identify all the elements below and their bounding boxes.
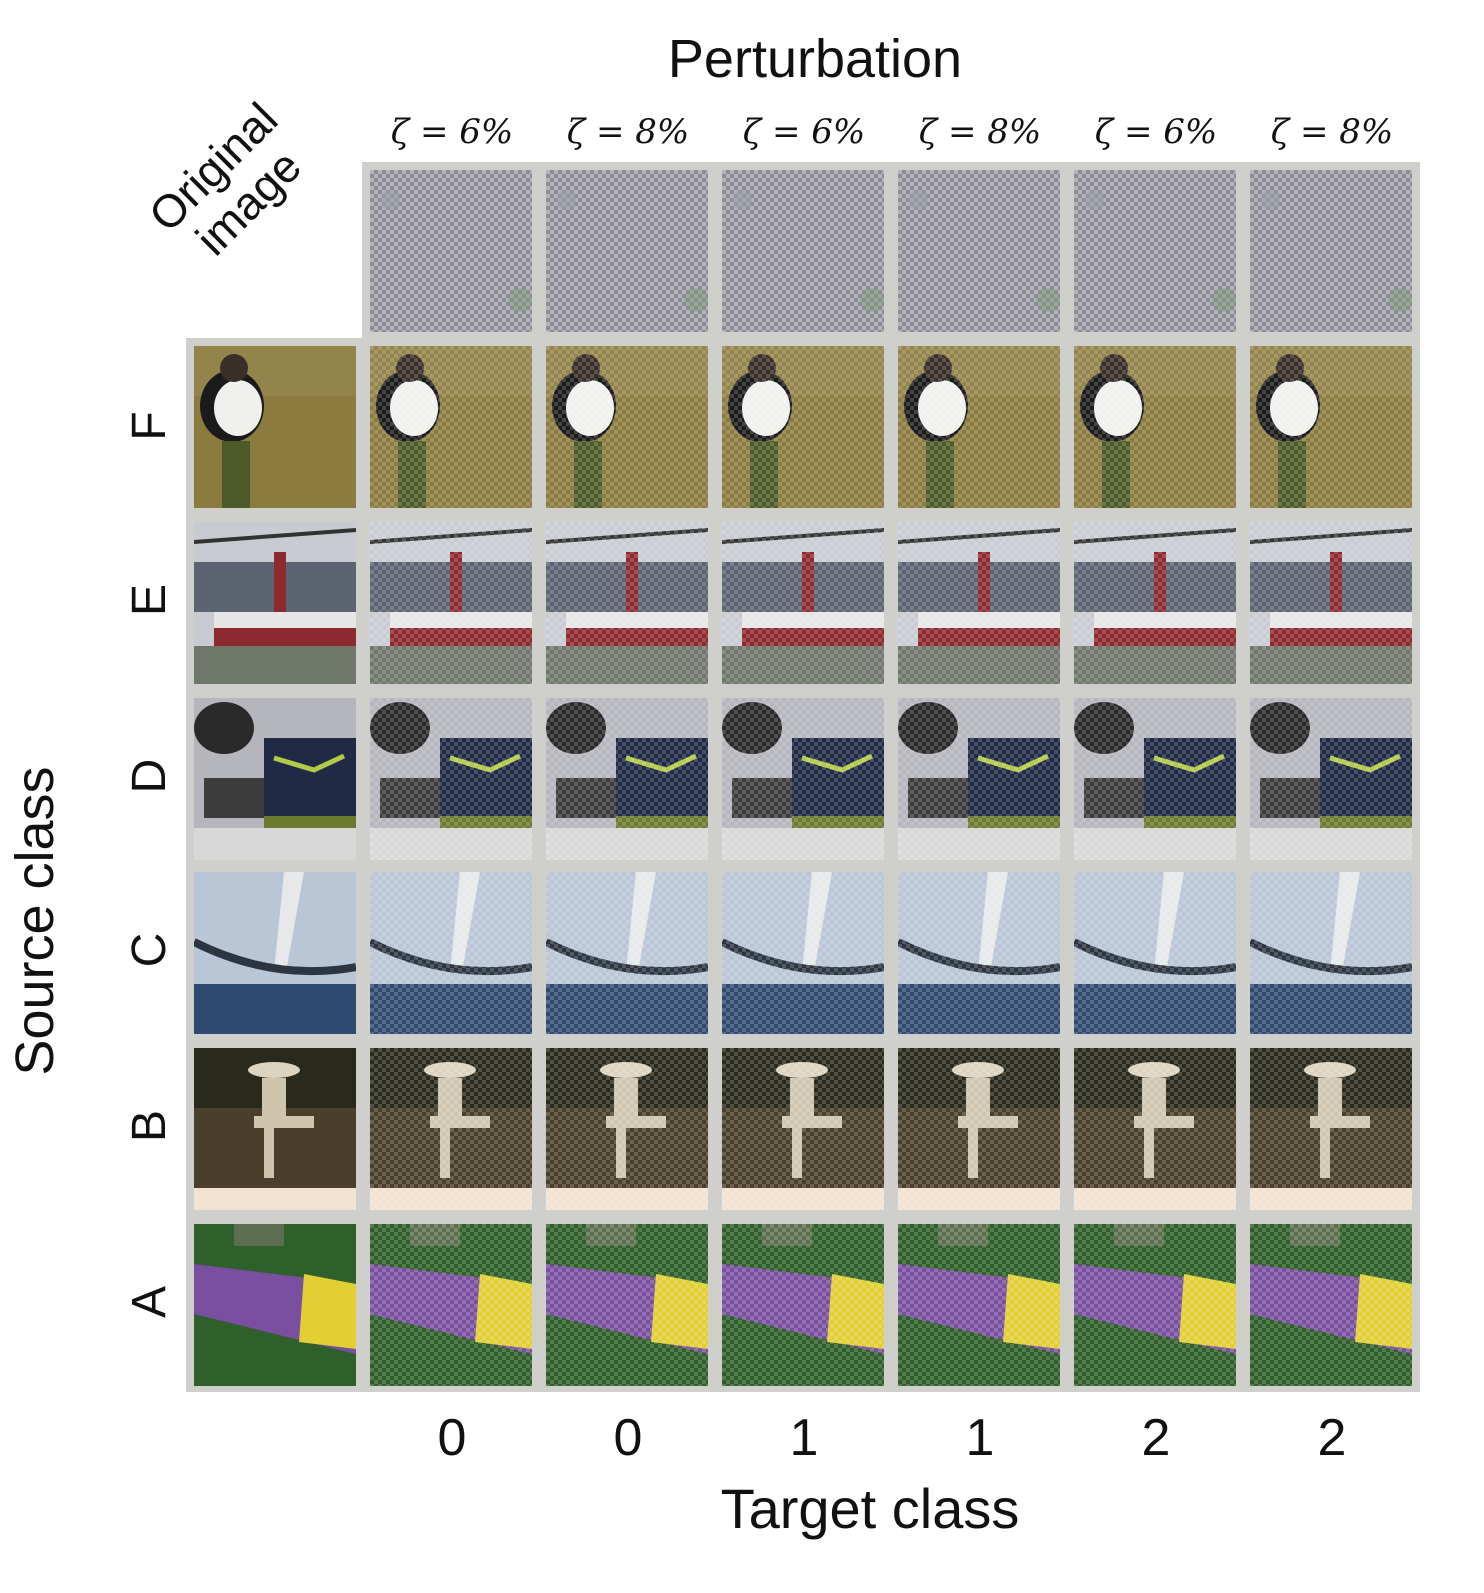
target-class-5: 2 <box>1141 1409 1171 1467</box>
original-image-d <box>194 698 356 860</box>
perturbed-image-f-4 <box>898 346 1060 508</box>
perturbed-image-a-5 <box>1074 1224 1236 1386</box>
original-image-a <box>194 1224 356 1386</box>
zeta-label-6: ζ = 8% <box>1270 112 1394 152</box>
perturbed-image-e-3 <box>722 522 884 684</box>
perturbed-image-e-2 <box>546 522 708 684</box>
perturbed-image-b-3 <box>722 1048 884 1210</box>
row-label-d: D <box>123 758 176 794</box>
perturbed-image-c-5 <box>1074 872 1236 1034</box>
row-label-b: B <box>123 1110 176 1143</box>
zeta-label-5: ζ = 6% <box>1094 112 1218 152</box>
target-class-3: 1 <box>789 1409 819 1467</box>
perturbed-image-b-2 <box>546 1048 708 1210</box>
perturbation-tile-4 <box>898 170 1060 332</box>
perturbed-image-f-3 <box>722 346 884 508</box>
perturbed-image-f-6 <box>1250 346 1412 508</box>
target-class-1: 0 <box>437 1409 467 1467</box>
perturbed-image-b-6 <box>1250 1048 1412 1210</box>
zeta-label-4: ζ = 8% <box>918 112 1042 152</box>
perturbed-image-b-1 <box>370 1048 532 1210</box>
perturbed-image-d-1 <box>370 698 532 860</box>
target-class-6: 2 <box>1317 1409 1347 1467</box>
perturbed-image-a-1 <box>370 1224 532 1386</box>
perturbed-image-d-3 <box>722 698 884 860</box>
perturbation-tile-1 <box>370 170 532 332</box>
original-image-c <box>194 872 356 1034</box>
perturbed-image-a-3 <box>722 1224 884 1386</box>
perturbed-image-f-5 <box>1074 346 1236 508</box>
perturbed-image-e-6 <box>1250 522 1412 684</box>
perturbed-image-f-2 <box>546 346 708 508</box>
target-class-label: Target class <box>720 1477 1020 1540</box>
perturbed-image-a-4 <box>898 1224 1060 1386</box>
perturbed-image-a-2 <box>546 1224 708 1386</box>
row-label-f: F <box>123 411 176 441</box>
row-label-a: A <box>123 1286 176 1319</box>
image-grid-panel <box>186 338 1420 1392</box>
original-image-e <box>194 522 356 684</box>
perturbation-tile-3 <box>722 170 884 332</box>
zeta-label-3: ζ = 6% <box>742 112 866 152</box>
perturbation-tile-5 <box>1074 170 1236 332</box>
row-label-c: C <box>123 932 176 968</box>
row-label-e: E <box>123 584 176 617</box>
target-class-4: 1 <box>965 1409 995 1467</box>
original-image-b <box>194 1048 356 1210</box>
zeta-label-2: ζ = 8% <box>566 112 690 152</box>
perturbed-image-c-6 <box>1250 872 1412 1034</box>
perturbed-image-d-4 <box>898 698 1060 860</box>
perturbed-image-e-1 <box>370 522 532 684</box>
zeta-label-1: ζ = 6% <box>390 112 514 152</box>
perturbed-image-e-4 <box>898 522 1060 684</box>
perturbed-image-e-5 <box>1074 522 1236 684</box>
original-image-f <box>194 346 356 508</box>
perturbed-image-f-1 <box>370 346 532 508</box>
perturbed-image-b-5 <box>1074 1048 1236 1210</box>
perturbed-image-c-4 <box>898 872 1060 1034</box>
perturbed-image-a-6 <box>1250 1224 1412 1386</box>
perturbation-tile-2 <box>546 170 708 332</box>
perturbed-image-c-1 <box>370 872 532 1034</box>
perturbed-image-c-2 <box>546 872 708 1034</box>
perturbation-tile-6 <box>1250 170 1412 332</box>
perturbed-image-d-5 <box>1074 698 1236 860</box>
perturbed-image-b-4 <box>898 1048 1060 1210</box>
perturbed-image-c-3 <box>722 872 884 1034</box>
source-class-label: Source class <box>5 766 65 1076</box>
perturbation-panel <box>362 162 1420 340</box>
perturbed-image-d-6 <box>1250 698 1412 860</box>
target-class-2: 0 <box>613 1409 643 1467</box>
perturbed-image-d-2 <box>546 698 708 860</box>
figure-title: Perturbation <box>667 29 963 89</box>
